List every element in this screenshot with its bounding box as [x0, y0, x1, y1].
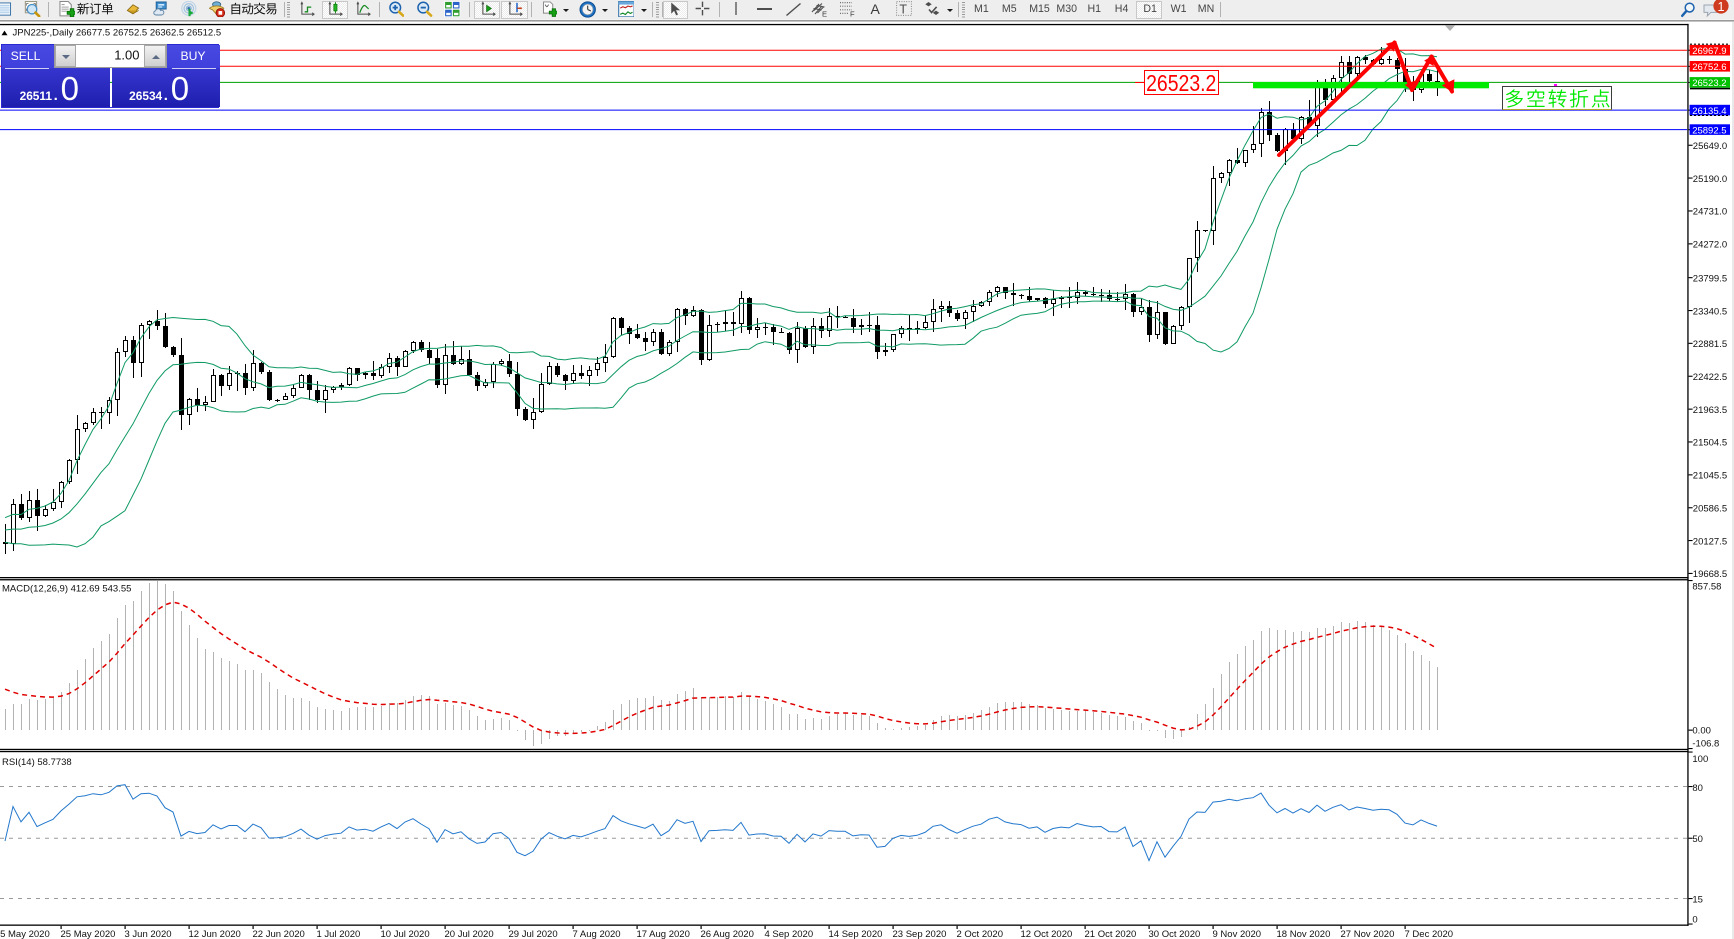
svg-text:26967.9: 26967.9: [1692, 46, 1726, 57]
svg-text:12 Jun 2020: 12 Jun 2020: [189, 929, 241, 939]
svg-text:26 Aug 2020: 26 Aug 2020: [701, 929, 754, 939]
svg-text:1 Jul 2020: 1 Jul 2020: [317, 929, 361, 939]
svg-text:1: 1: [1717, 0, 1724, 13]
svg-text:22 Jun 2020: 22 Jun 2020: [253, 929, 305, 939]
svg-text:25190.0: 25190.0: [1693, 174, 1727, 185]
svg-text:26135.4: 26135.4: [1692, 106, 1726, 117]
svg-text:F: F: [850, 10, 855, 17]
svg-text:4 Sep 2020: 4 Sep 2020: [765, 929, 814, 939]
svg-text:100: 100: [1692, 754, 1708, 765]
svg-text:.: .: [164, 87, 168, 104]
svg-text:E: E: [822, 10, 827, 17]
svg-text:21963.5: 21963.5: [1693, 405, 1727, 416]
svg-text:26534: 26534: [129, 89, 162, 103]
svg-text:0: 0: [1692, 915, 1697, 926]
svg-text:20 Jul 2020: 20 Jul 2020: [445, 929, 494, 939]
svg-text:JPN225-,Daily 26677.5 26752.5: JPN225-,Daily 26677.5 26752.5 26362.5 26…: [13, 28, 222, 39]
svg-text:21045.5: 21045.5: [1693, 471, 1727, 482]
svg-text:24272.0: 24272.0: [1693, 240, 1727, 251]
svg-text:2 Oct 2020: 2 Oct 2020: [957, 929, 1003, 939]
svg-text:15 May 2020: 15 May 2020: [0, 929, 50, 939]
svg-text:SELL: SELL: [11, 49, 41, 63]
svg-text:9 Nov 2020: 9 Nov 2020: [1213, 929, 1262, 939]
svg-text:22881.5: 22881.5: [1693, 339, 1727, 350]
svg-text:23799.5: 23799.5: [1693, 273, 1727, 284]
svg-text:14 Sep 2020: 14 Sep 2020: [829, 929, 883, 939]
svg-text:26523.2: 26523.2: [1692, 78, 1726, 89]
svg-text:15: 15: [1692, 895, 1703, 906]
svg-text:RSI(14) 58.7738: RSI(14) 58.7738: [2, 757, 72, 768]
svg-text:23 Sep 2020: 23 Sep 2020: [893, 929, 947, 939]
svg-text:12 Oct 2020: 12 Oct 2020: [1021, 929, 1073, 939]
svg-text:22422.5: 22422.5: [1693, 372, 1727, 383]
svg-text:7 Dec 2020: 7 Dec 2020: [1405, 929, 1454, 939]
svg-text:1.00: 1.00: [114, 47, 139, 62]
svg-text:3 Jun 2020: 3 Jun 2020: [125, 929, 172, 939]
svg-text:26752.6: 26752.6: [1692, 62, 1726, 73]
svg-text:.: .: [54, 87, 58, 104]
svg-text:MACD(12,26,9) 412.69 543.55: MACD(12,26,9) 412.69 543.55: [2, 584, 131, 595]
svg-text:25892.5: 25892.5: [1692, 125, 1726, 136]
svg-text:80: 80: [1692, 783, 1703, 794]
svg-text:0: 0: [171, 70, 189, 107]
svg-text:7 Aug 2020: 7 Aug 2020: [573, 929, 621, 939]
svg-text:10 Jul 2020: 10 Jul 2020: [381, 929, 430, 939]
svg-text:23340.5: 23340.5: [1693, 306, 1727, 317]
svg-text:26523.2: 26523.2: [1146, 70, 1216, 96]
svg-text:26511: 26511: [20, 89, 53, 103]
svg-text:25649.0: 25649.0: [1693, 141, 1727, 152]
svg-text:BUY: BUY: [180, 49, 205, 63]
svg-text:30 Oct 2020: 30 Oct 2020: [1149, 929, 1201, 939]
svg-text:857.58: 857.58: [1692, 581, 1721, 592]
svg-text:T: T: [899, 3, 907, 17]
svg-text:-106.8: -106.8: [1692, 739, 1719, 750]
svg-text:27 Nov 2020: 27 Nov 2020: [1341, 929, 1395, 939]
svg-text:0.00: 0.00: [1692, 726, 1711, 737]
svg-text:29 Jul 2020: 29 Jul 2020: [509, 929, 558, 939]
svg-text:20127.5: 20127.5: [1693, 536, 1727, 547]
svg-text:25 May 2020: 25 May 2020: [61, 929, 116, 939]
svg-text:50: 50: [1692, 834, 1703, 845]
svg-text:17 Aug 2020: 17 Aug 2020: [637, 929, 690, 939]
svg-text:19668.5: 19668.5: [1693, 569, 1727, 580]
svg-text:24731.0: 24731.0: [1693, 207, 1727, 218]
svg-text:18 Nov 2020: 18 Nov 2020: [1277, 929, 1331, 939]
svg-text:0: 0: [61, 70, 79, 107]
svg-text:21504.5: 21504.5: [1693, 438, 1727, 449]
svg-text:21 Oct 2020: 21 Oct 2020: [1085, 929, 1137, 939]
svg-text:20586.5: 20586.5: [1693, 504, 1727, 515]
